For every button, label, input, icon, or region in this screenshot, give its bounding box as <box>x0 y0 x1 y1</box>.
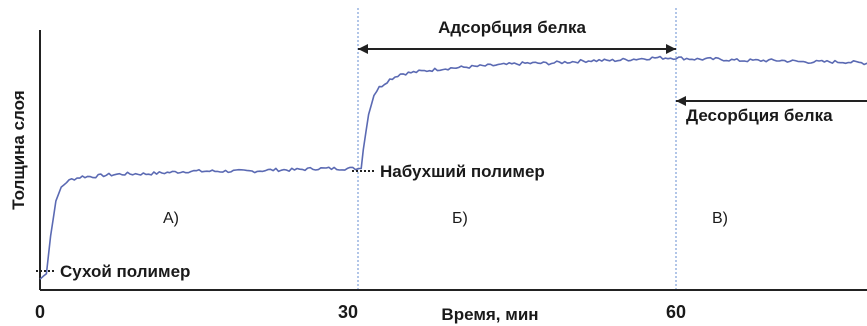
phase-label-a: А) <box>163 210 179 227</box>
x-tick-label: 0 <box>35 302 45 322</box>
annotation-swollen-polymer: Набухший полимер <box>380 162 545 181</box>
desorption-arrow-head-left <box>676 96 686 106</box>
phase-arrows <box>358 44 867 106</box>
x-tick-label: 60 <box>666 302 686 322</box>
axes <box>39 30 867 291</box>
phase-label-c: В) <box>712 210 728 227</box>
annotation-dry-polymer: Сухой полимер <box>60 262 190 281</box>
x-axis-label: Время, мин <box>441 305 538 324</box>
phase-label-b: Б) <box>452 210 468 227</box>
annotation-desorption: Десорбция белка <box>686 106 833 125</box>
x-tick-label: 30 <box>338 302 358 322</box>
time-guides <box>357 8 677 290</box>
y-axis-label: Толщина слоя <box>9 90 28 209</box>
adsorption-arrow-head-right <box>666 44 676 54</box>
series-layer <box>39 55 867 280</box>
series-line <box>39 55 867 280</box>
adsorption-arrow-head-left <box>358 44 368 54</box>
annotation-adsorption: Адсорбция белка <box>438 18 586 37</box>
